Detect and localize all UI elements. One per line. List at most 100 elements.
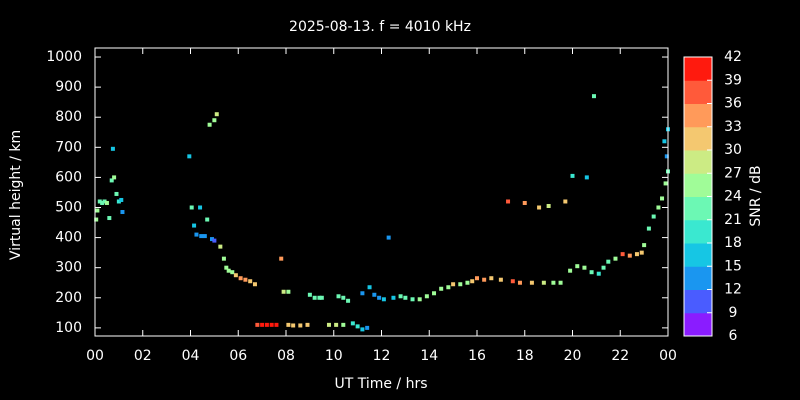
data-point [226,268,231,273]
data-point [663,181,668,186]
y-tick-label: 300 [55,260,82,276]
y-tick-label: 1000 [46,49,82,65]
data-point [269,322,274,327]
data-point [551,280,556,285]
y-tick-label: 400 [55,230,82,246]
x-tick-label: 00 [659,348,677,364]
data-point [360,291,365,296]
data-point [243,277,248,282]
data-point [377,295,382,300]
data-point [291,323,296,328]
data-point [110,146,115,151]
data-point [100,200,105,205]
data-point [248,279,253,284]
data-point [317,295,322,300]
data-point [116,199,121,204]
data-point [187,154,192,159]
data-point [120,210,125,215]
data-point [662,139,667,144]
colorbar-tick-label: 27 [724,165,742,181]
data-point [346,298,351,303]
colorbar-tick-label: 6 [729,328,738,344]
data-point [350,321,355,326]
x-tick-label: 00 [86,348,104,364]
data-point [194,232,199,237]
data-point [341,295,346,300]
x-tick-label: 20 [564,348,582,364]
data-point [281,289,286,294]
data-point [319,295,324,300]
data-point [224,265,229,270]
data-point [255,322,260,327]
data-point [470,279,475,284]
x-tick-label: 12 [373,348,391,364]
colorbar-tick-label: 30 [724,142,742,158]
data-point [102,199,107,204]
colorbar-bin [684,196,712,221]
data-point [189,205,194,210]
data-point [233,273,238,278]
data-point [537,205,542,210]
data-point [312,295,317,300]
y-tick-label: 700 [55,139,82,155]
data-point [563,199,568,204]
data-point [198,205,203,210]
data-point [114,191,119,196]
data-point [252,282,257,287]
colorbar-tick-label: 18 [724,235,742,251]
data-point [260,322,265,327]
data-point [424,294,429,299]
x-tick-label: 14 [420,348,438,364]
data-point [506,199,511,204]
colorbar-tick-label: 24 [724,189,742,205]
colorbar-bin [684,312,712,337]
data-point [112,175,117,180]
data-point [558,280,563,285]
data-point [601,265,606,270]
data-point [546,203,551,208]
colorbar-bin [684,103,712,128]
colorbar-tick-label: 21 [724,212,742,228]
data-point [238,276,243,281]
data-point [446,285,451,290]
data-point [107,216,112,221]
data-point [410,297,415,302]
colorbar-bin [684,150,712,174]
data-point [199,234,204,239]
data-point [360,327,365,332]
colorbar-bin [684,57,712,81]
y-axis-label: Virtual height / km [8,130,24,260]
colorbar-tick-label: 12 [724,282,742,298]
colorbar-tick-label: 9 [729,305,738,321]
data-point [584,175,589,180]
data-point [398,294,403,299]
data-point [517,280,522,285]
colorbar-bin [684,266,712,290]
y-tick-label: 100 [55,320,82,336]
colorbar-tick-label: 36 [724,96,742,112]
data-point [381,297,386,302]
data-point [119,197,124,202]
colorbar-label: SNR / dB [748,165,764,226]
data-point [214,112,219,117]
colorbar-bin [684,173,712,197]
data-point [336,294,341,299]
data-point [591,94,596,99]
data-point [489,276,494,281]
data-point [627,253,632,258]
data-point [305,322,310,327]
data-point [298,323,303,328]
data-point [355,324,360,329]
x-tick-label: 06 [229,348,247,364]
x-tick-label: 18 [516,348,534,364]
x-tick-label: 08 [277,348,295,364]
data-point [451,282,456,287]
chart-title: 2025-08-13. f = 4010 kHz [289,19,471,35]
data-point [365,325,370,330]
data-point [606,259,611,264]
data-point [639,250,644,255]
data-point [510,279,515,284]
data-point [326,322,331,327]
data-point [97,199,102,204]
colorbar-bin [684,289,712,314]
